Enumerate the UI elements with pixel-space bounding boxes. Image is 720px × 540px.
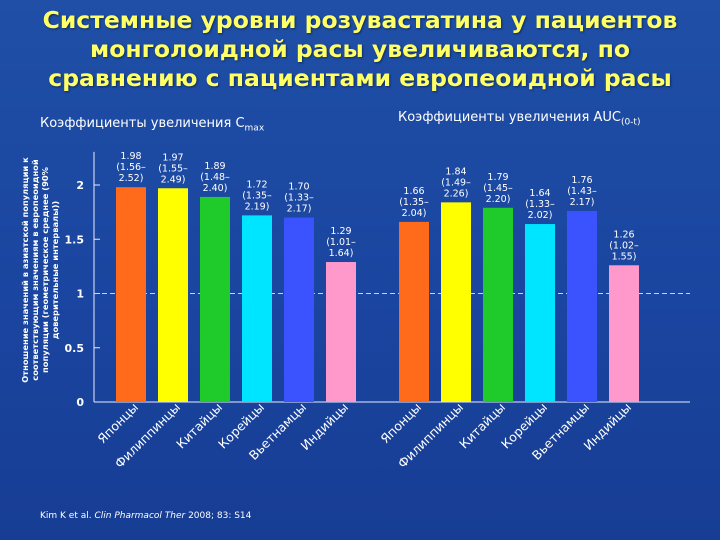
data-label-panel2-4: 1.64 (1.33– 2.02): [525, 188, 555, 221]
data-label-line: 1.97: [162, 152, 183, 163]
title-line-2: монголоидной расы увеличиваются, по: [90, 35, 630, 63]
bar-panel1-4: [242, 215, 272, 402]
data-label-panel1-3: 1.89 (1.48– 2.40): [200, 161, 230, 194]
data-label-line: 2.02): [528, 210, 553, 221]
data-label-line: 1.84: [445, 166, 466, 177]
bar-panel1-6: [326, 262, 356, 402]
data-label-panel1-4: 1.72 (1.35– 2.19): [242, 179, 272, 212]
bar-panel2-2: [441, 202, 471, 402]
data-label-line: 1.70: [288, 182, 309, 193]
data-label-line: 2.40): [203, 183, 228, 194]
data-label-line: (1.48–: [200, 172, 230, 183]
bar-panel1-1: [116, 187, 146, 402]
data-label-line: 1.55): [612, 251, 637, 262]
bar-panel2-3: [483, 207, 513, 402]
y-tick-label-0: 0: [76, 396, 84, 409]
bar-panel2-1: [399, 221, 429, 402]
data-label-line: 1.98: [120, 151, 141, 162]
data-label-line: 2.52): [119, 173, 144, 184]
data-label-panel1-5: 1.70 (1.33– 2.17): [284, 182, 314, 215]
data-label-panel2-5: 1.76 (1.43– 2.17): [567, 175, 597, 208]
bar-panel2-4: [525, 224, 555, 402]
data-label-line: 2.17): [570, 197, 595, 208]
data-label-line: (1.33–: [284, 193, 314, 204]
data-label-line: 1.72: [246, 179, 267, 190]
bar-panel2-5: [567, 211, 597, 402]
data-label-line: (1.55–: [158, 163, 188, 174]
data-label-line: 2.04): [402, 208, 427, 219]
data-label-line: 1.64: [529, 188, 550, 199]
data-label-line: (1.02–: [609, 240, 639, 251]
data-label-line: 1.26: [613, 229, 634, 240]
data-label-line: (1.43–: [567, 186, 597, 197]
panel-1-title-text: Коэффициенты увеличения C: [40, 116, 245, 131]
title-line-3: сравнению с пациентами европеоидной расы: [48, 64, 672, 92]
data-label-line: 1.29: [330, 226, 351, 237]
data-label-panel1-1: 1.98 (1.56– 2.52): [116, 151, 146, 184]
bar-panel1-5: [284, 217, 314, 402]
data-label-panel2-6: 1.26 (1.02– 1.55): [609, 229, 639, 262]
data-label-line: 2.26): [444, 188, 469, 199]
source-details: 2008; 83: S14: [185, 511, 252, 521]
data-label-line: 2.49): [161, 174, 186, 185]
data-label-panel1-2: 1.97 (1.55– 2.49): [158, 152, 188, 185]
data-label-line: 2.20): [486, 194, 511, 205]
page-title: Системные уровни розувастатина у пациент…: [0, 6, 720, 93]
source-authors: Kim K et al.: [40, 511, 95, 521]
bar-panel1-2: [158, 188, 188, 402]
data-label-line: 2.17): [287, 204, 312, 215]
data-label-line: (1.56–: [116, 162, 146, 173]
panel-1-title: Коэффициенты увеличения Cmax: [40, 116, 264, 134]
data-label-line: 2.19): [245, 201, 270, 212]
title-line-1: Системные уровни розувастатина у пациент…: [42, 6, 678, 34]
bar-panel1-3: [200, 196, 230, 402]
data-label-line: 1.64): [329, 248, 354, 259]
panel-2-title-sub: (0-t): [620, 117, 641, 128]
data-label-line: 1.89: [204, 161, 225, 172]
data-label-panel2-2: 1.84 (1.49– 2.26): [441, 166, 471, 199]
data-label-line: (1.35–: [399, 197, 429, 208]
data-label-line: (1.33–: [525, 199, 555, 210]
panel-2-title-text: Коэффициенты увеличения AUC: [398, 110, 621, 125]
panel-1-title-sub: max: [244, 123, 265, 134]
data-label-line: (1.45–: [483, 183, 513, 194]
data-label-line: (1.49–: [441, 177, 471, 188]
data-label-panel1-6: 1.29 (1.01– 1.64): [326, 226, 356, 259]
data-label-line: (1.01–: [326, 237, 356, 248]
y-tick-label-3: 1.5: [65, 233, 85, 246]
y-tick-label-4: 2: [76, 179, 84, 192]
source-citation: Kim K et al. Clin Pharmacol Ther 2008; 8…: [40, 511, 251, 521]
data-label-line: 1.76: [571, 175, 592, 186]
data-label-line: (1.35–: [242, 190, 272, 201]
data-label-panel2-3: 1.79 (1.45– 2.20): [483, 172, 513, 205]
data-label-panel2-1: 1.66 (1.35– 2.04): [399, 186, 429, 219]
y-tick-label-2: 1: [76, 288, 84, 301]
data-label-line: 1.66: [403, 186, 424, 197]
bar-panel2-6: [609, 265, 639, 402]
data-label-line: 1.79: [487, 172, 508, 183]
y-tick-label-1: 0.5: [65, 342, 85, 355]
panel-2-title: Коэффициенты увеличения AUC(0-t): [398, 110, 640, 128]
source-journal: Clin Pharmacol Ther: [94, 511, 186, 521]
